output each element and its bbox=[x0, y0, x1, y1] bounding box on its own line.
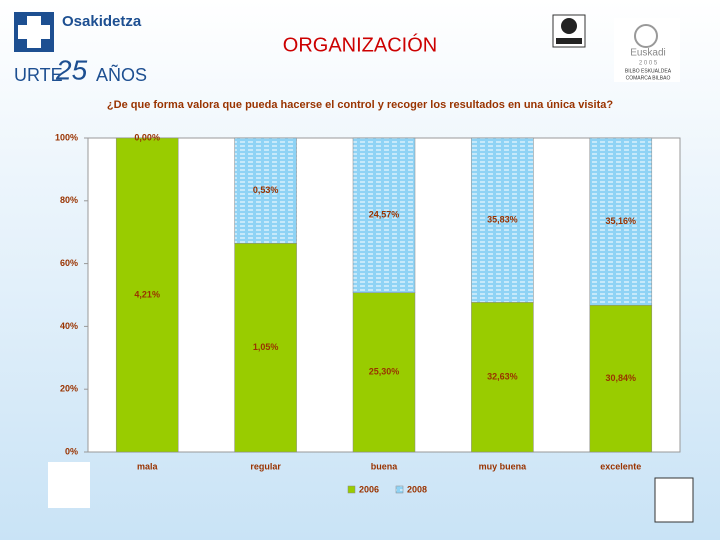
urte-num: 25 bbox=[55, 54, 88, 85]
value-label: 0,00% bbox=[134, 132, 160, 142]
org-name: Osakidetza bbox=[62, 13, 142, 30]
legend-swatch bbox=[347, 485, 356, 494]
x-tick-label: excelente bbox=[600, 461, 641, 471]
bar-segment bbox=[589, 137, 653, 306]
value-label: 1,05% bbox=[253, 342, 279, 352]
value-label: 24,57% bbox=[369, 210, 400, 220]
bar-segment bbox=[352, 292, 416, 453]
y-tick-label: 40% bbox=[60, 321, 78, 331]
bar-segment bbox=[115, 137, 179, 453]
y-tick-label: 60% bbox=[60, 258, 78, 268]
y-tick-label: 100% bbox=[55, 132, 78, 142]
legend-label: 2006 bbox=[359, 484, 379, 494]
value-label: 4,21% bbox=[134, 289, 160, 299]
y-tick-label: 80% bbox=[60, 195, 78, 205]
year: 2 0 0 5 bbox=[639, 61, 658, 67]
value-label: 35,16% bbox=[606, 216, 637, 226]
value-label: 35,83% bbox=[487, 215, 518, 225]
bar-segment bbox=[352, 137, 416, 293]
x-tick-label: muy buena bbox=[479, 461, 528, 471]
value-label: 32,63% bbox=[487, 372, 518, 382]
bar-segment bbox=[471, 302, 534, 453]
y-tick-label: 20% bbox=[60, 384, 78, 394]
award-logo bbox=[552, 14, 586, 48]
euskadi: Euskadi bbox=[630, 48, 666, 59]
legend-label: 2008 bbox=[407, 484, 427, 494]
footer-logo bbox=[48, 462, 90, 508]
x-tick-label: mala bbox=[137, 461, 159, 471]
legend-swatch bbox=[395, 485, 404, 494]
region: COMARCA BILBAO bbox=[626, 75, 671, 81]
chart-title: ¿De que forma valora que pueda hacerse e… bbox=[106, 99, 614, 111]
bar-segment bbox=[234, 243, 297, 453]
footer-logo bbox=[654, 477, 694, 523]
x-tick-label: buena bbox=[371, 461, 398, 471]
urte: URTE bbox=[14, 65, 63, 85]
bar-segment bbox=[589, 305, 653, 453]
org-logo: Osakidetza URTE 25 AÑOS bbox=[14, 12, 147, 85]
x-tick-label: regular bbox=[250, 461, 281, 471]
bar-segment bbox=[234, 137, 297, 244]
value-label: 30,84% bbox=[606, 373, 637, 383]
y-tick-label: 0% bbox=[65, 446, 78, 456]
region: BILBO ESKUALDEA bbox=[625, 68, 672, 74]
bar-segment bbox=[471, 137, 534, 303]
value-label: 25,30% bbox=[369, 367, 400, 377]
value-label: 0,53% bbox=[253, 185, 279, 195]
euskadi-logo: Euskadi 2 0 0 5 BILBO ESKUALDEA COMARCA … bbox=[614, 18, 680, 82]
section-title: ORGANIZACIÓN bbox=[283, 33, 437, 56]
anos: AÑOS bbox=[96, 64, 147, 85]
